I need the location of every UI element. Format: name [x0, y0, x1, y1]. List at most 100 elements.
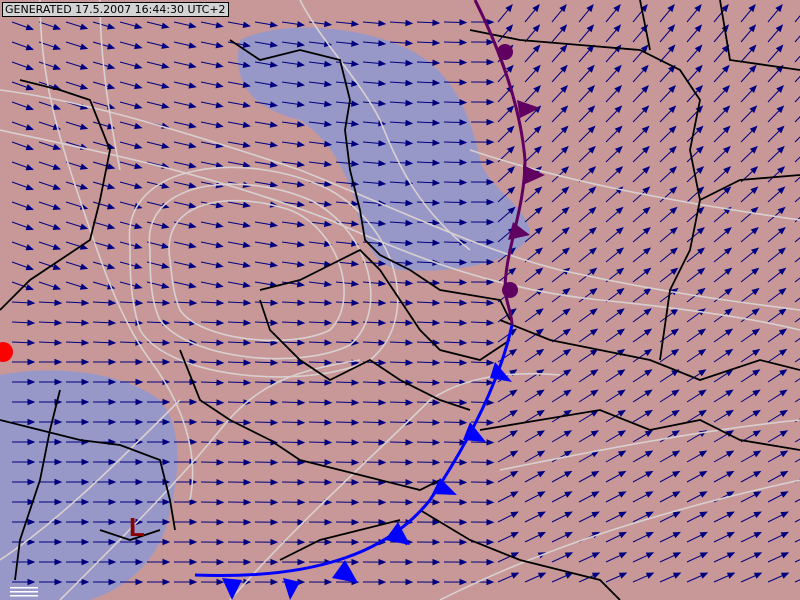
- wind-arrow: [335, 319, 360, 326]
- wind-arrow: [659, 166, 678, 183]
- wind-arrow: [524, 430, 546, 443]
- wind-arrow: [497, 572, 520, 583]
- wind-arrow: [767, 44, 784, 63]
- wind-arrow: [92, 339, 117, 346]
- wind-arrow: [12, 578, 36, 586]
- wind-arrow: [740, 85, 757, 103]
- wind-arrow: [686, 470, 708, 483]
- wind-arrow: [416, 459, 441, 466]
- wind-arrow: [308, 220, 333, 228]
- wind-arrow: [632, 328, 653, 343]
- wind-arrow: [281, 439, 306, 446]
- wind-arrow: [686, 145, 704, 163]
- wind-arrow: [524, 470, 546, 483]
- wind-arrow: [92, 161, 116, 170]
- wind-arrow: [443, 339, 468, 346]
- wind-arrow: [551, 369, 572, 383]
- wind-arrow: [470, 218, 495, 226]
- wind-arrow: [470, 299, 495, 307]
- wind-arrow: [119, 21, 143, 30]
- wind-arrow: [767, 409, 788, 423]
- wind-arrow: [794, 55, 800, 63]
- wind-arrow: [659, 105, 677, 123]
- wind-arrow: [632, 389, 653, 403]
- wind-arrow: [740, 44, 757, 63]
- wind-arrow: [12, 558, 36, 566]
- wind-arrow: [605, 470, 627, 483]
- wind-arrow: [281, 281, 306, 288]
- wind-arrow: [470, 38, 495, 46]
- wind-arrow: [200, 41, 224, 49]
- wind-arrow: [686, 206, 705, 223]
- wind-arrow: [767, 267, 787, 283]
- wind-arrow: [416, 79, 441, 86]
- wind-arrow: [93, 398, 117, 406]
- wind-arrow: [173, 201, 197, 209]
- wind-arrow: [39, 478, 63, 486]
- wind-arrow: [11, 201, 34, 211]
- wind-arrow: [200, 538, 225, 546]
- wind-arrow: [497, 531, 519, 543]
- wind-arrow: [686, 328, 707, 343]
- wind-arrow: [794, 15, 800, 23]
- isobar: [168, 199, 345, 342]
- wind-arrow: [605, 64, 622, 83]
- wind-arrow: [740, 491, 762, 503]
- wind-arrow: [227, 299, 252, 307]
- wind-arrow: [551, 348, 572, 363]
- wind-arrow: [174, 578, 198, 586]
- wind-arrow: [416, 219, 441, 226]
- wind-arrow: [335, 200, 360, 207]
- wind-arrow: [416, 578, 441, 586]
- wind-arrow: [173, 141, 197, 149]
- wind-arrow: [389, 439, 414, 446]
- wind-arrow: [416, 299, 441, 307]
- wind-arrow: [389, 59, 414, 67]
- wind-arrow: [38, 299, 63, 307]
- wind-arrow: [713, 409, 734, 423]
- wind-arrow: [93, 418, 117, 426]
- wind-arrow: [740, 531, 762, 543]
- front-triangle: [332, 560, 358, 583]
- wind-arrow: [470, 158, 495, 166]
- wind-arrow: [119, 61, 143, 70]
- wind-arrow: [38, 61, 62, 70]
- wind-arrow: [308, 140, 333, 148]
- wind-arrow: [443, 538, 468, 546]
- wind-arrow: [11, 221, 34, 231]
- wind-arrow: [497, 491, 519, 503]
- wind-arrow: [443, 59, 468, 66]
- wind-arrow: [200, 419, 225, 426]
- wind-arrow: [740, 227, 759, 243]
- wind-arrow: [578, 105, 596, 123]
- wind-arrow: [200, 201, 224, 209]
- wind-arrow: [443, 518, 468, 526]
- wind-arrow: [578, 125, 596, 143]
- wind-arrow: [335, 558, 360, 566]
- wind-arrow: [659, 4, 675, 23]
- wind-arrow: [120, 478, 144, 486]
- wind-arrow: [227, 459, 252, 466]
- wind-arrow: [551, 125, 569, 143]
- wind-arrow: [659, 145, 677, 163]
- wind-arrow: [362, 60, 387, 67]
- wind-arrow: [713, 531, 735, 543]
- wind-arrow: [93, 458, 117, 466]
- wind-arrow: [605, 389, 626, 403]
- wind-arrow: [146, 241, 170, 249]
- wind-arrow: [281, 141, 306, 148]
- wind-arrow: [92, 261, 116, 270]
- wind-arrow: [497, 409, 518, 423]
- wind-arrow: [794, 539, 800, 543]
- wind-arrow: [794, 357, 800, 363]
- wind-arrow: [551, 85, 568, 103]
- isobar: [99, 0, 121, 171]
- wind-arrow: [578, 552, 601, 563]
- wind-arrow: [578, 186, 597, 203]
- wind-arrow: [605, 85, 622, 103]
- wind-arrow: [632, 369, 653, 383]
- wind-arrow: [740, 552, 763, 563]
- wind-arrow: [281, 21, 306, 28]
- front-triangle: [385, 522, 410, 545]
